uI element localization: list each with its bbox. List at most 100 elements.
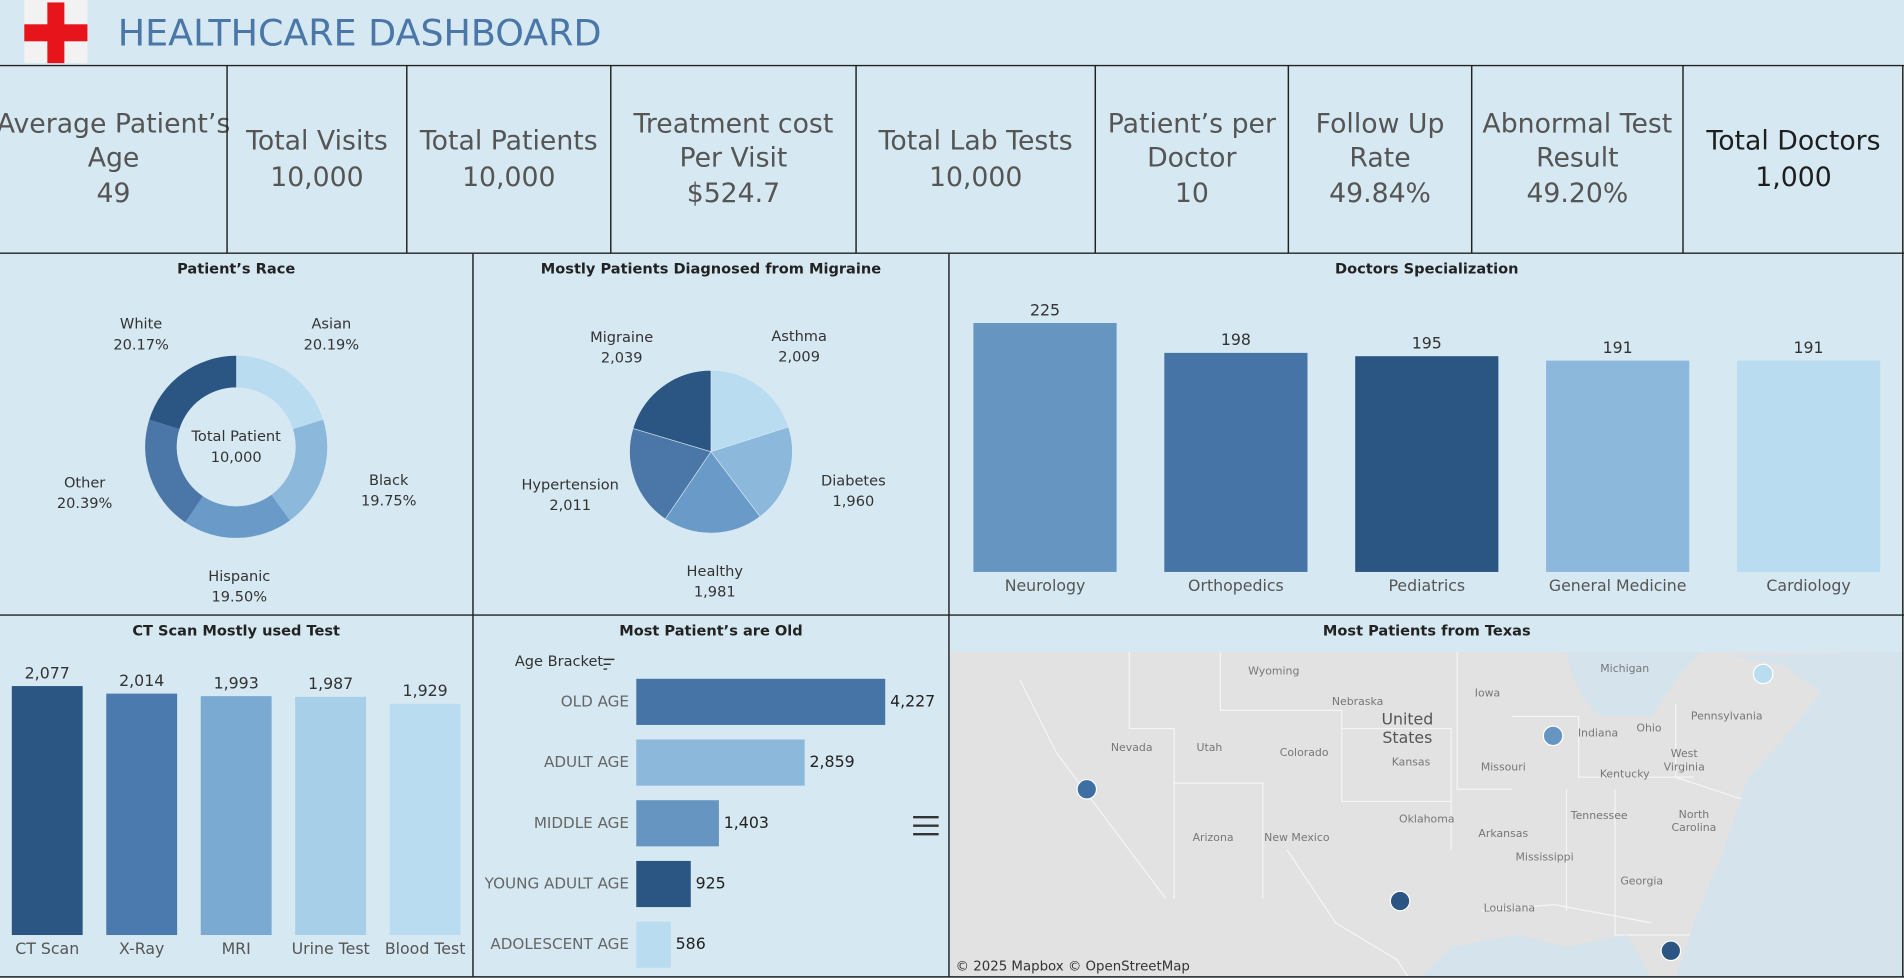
bar bbox=[389, 703, 461, 936]
kpi-value: 1,000 bbox=[1755, 162, 1831, 193]
slice-category: Asthma bbox=[771, 328, 827, 345]
map-attribution: © 2025 Mapbox © OpenStreetMap bbox=[956, 960, 1190, 975]
map-place-label: North bbox=[1679, 808, 1710, 821]
bar-value-label: 195 bbox=[1412, 334, 1442, 353]
bar bbox=[636, 800, 719, 847]
bar-value-label: 1,929 bbox=[403, 681, 448, 700]
kpi-label: Total Doctors bbox=[1705, 126, 1880, 157]
pie-slice bbox=[629, 428, 712, 520]
map-marker bbox=[1389, 890, 1411, 912]
donut-segment bbox=[236, 355, 324, 430]
y-tick-label: MIDDLE AGE bbox=[534, 814, 629, 832]
map-place-label: Nevada bbox=[1111, 741, 1153, 754]
bar bbox=[636, 739, 805, 786]
slice-category: Healthy bbox=[687, 563, 744, 580]
map-place-label: Tennessee bbox=[1570, 809, 1628, 822]
bar bbox=[1355, 356, 1499, 572]
map-marker bbox=[1660, 940, 1682, 962]
bar-value-label: 191 bbox=[1794, 338, 1824, 357]
y-tick-label: OLD AGE bbox=[561, 692, 629, 710]
slice-value: 20.19% bbox=[304, 336, 360, 353]
slice-value: 2,039 bbox=[601, 349, 643, 366]
kpi-label: Average Patient’s bbox=[0, 109, 230, 140]
map-place-label: Georgia bbox=[1620, 875, 1663, 888]
kpi-value: 10,000 bbox=[270, 162, 363, 193]
slice-value: 19.75% bbox=[361, 492, 417, 509]
map-place-label: Utah bbox=[1196, 741, 1222, 754]
bar bbox=[1546, 360, 1690, 572]
y-axis-title: Age Bracket bbox=[515, 653, 604, 670]
bar bbox=[636, 860, 691, 908]
chart-title: Patient’s Race bbox=[177, 261, 295, 278]
dashboard-title: HEALTHCARE DASHBOARD bbox=[118, 12, 602, 55]
chart-title: Doctors Specialization bbox=[1335, 261, 1518, 278]
kpi-label: Total Lab Tests bbox=[878, 126, 1073, 157]
map-place-label: Michigan bbox=[1600, 662, 1649, 675]
bar-value-label: 198 bbox=[1221, 330, 1251, 349]
x-tick-label: Blood Test bbox=[385, 939, 466, 958]
pie-slice bbox=[632, 370, 712, 453]
x-tick-label: Orthopedics bbox=[1188, 576, 1284, 595]
bar bbox=[1164, 352, 1308, 572]
map-marker bbox=[1076, 778, 1098, 800]
bar-value-label: 2,077 bbox=[25, 663, 70, 682]
map-place-label: Arkansas bbox=[1478, 827, 1528, 840]
map-place-label: Nebraska bbox=[1332, 695, 1383, 708]
kpi-label: Follow Up bbox=[1316, 109, 1445, 140]
slice-category: Black bbox=[369, 472, 409, 489]
map-place-label: Iowa bbox=[1475, 686, 1501, 699]
map-place-label: Carolina bbox=[1671, 821, 1716, 834]
x-tick-label: Pediatrics bbox=[1388, 576, 1465, 595]
kpi-value: 49.20% bbox=[1526, 178, 1628, 209]
slice-category: Hypertension bbox=[521, 477, 618, 494]
bar-value-label: 586 bbox=[676, 934, 706, 953]
kpi-label: Total Patients bbox=[419, 126, 598, 157]
donut-segment bbox=[145, 419, 203, 523]
bar bbox=[636, 678, 886, 725]
kpi-label: Patient’s per bbox=[1108, 109, 1276, 140]
chart-title: Most Patients from Texas bbox=[1323, 622, 1531, 639]
x-tick-label: Cardiology bbox=[1766, 576, 1850, 595]
bar-value-label: 4,227 bbox=[890, 691, 935, 710]
pie-slice bbox=[664, 451, 761, 534]
bar bbox=[295, 696, 367, 936]
kpi-label: Treatment cost bbox=[633, 109, 834, 140]
bar-value-label: 191 bbox=[1603, 338, 1633, 357]
slice-value: 1,981 bbox=[694, 584, 736, 601]
map-place-label: United bbox=[1381, 710, 1433, 729]
map-place-label: Colorado bbox=[1280, 746, 1329, 759]
bar-value-label: 2,859 bbox=[810, 752, 855, 771]
x-tick-label: CT Scan bbox=[15, 939, 79, 958]
kpi-label: Total Visits bbox=[245, 126, 388, 157]
map-place-label: West bbox=[1671, 747, 1699, 760]
kpi-value: $524.7 bbox=[687, 178, 780, 209]
bar bbox=[973, 323, 1117, 572]
map-place-label: Pennsylvania bbox=[1691, 709, 1763, 722]
chart-title: Most Patient’s are Old bbox=[619, 622, 802, 639]
bar bbox=[636, 921, 671, 968]
kpi-label: Result bbox=[1536, 143, 1619, 174]
slice-category: Asian bbox=[311, 316, 351, 333]
menu-icon[interactable] bbox=[913, 816, 939, 836]
bar-value-label: 1,993 bbox=[214, 674, 259, 693]
panel-borders bbox=[0, 64, 1904, 978]
map-place-label: Oklahoma bbox=[1399, 813, 1455, 826]
donut-segment bbox=[271, 419, 328, 521]
map-place-label: Arizona bbox=[1193, 831, 1234, 844]
kpi-value: 49.84% bbox=[1329, 178, 1431, 209]
map-place-label: Mississippi bbox=[1516, 850, 1574, 863]
y-tick-label: YOUNG ADULT AGE bbox=[484, 875, 629, 893]
bar-value-label: 225 bbox=[1030, 300, 1060, 319]
kpi-label: Per Visit bbox=[679, 143, 787, 174]
slice-category: Diabetes bbox=[821, 472, 886, 489]
slice-category: Migraine bbox=[590, 329, 653, 346]
x-tick-label: Urine Test bbox=[292, 939, 370, 958]
bar bbox=[106, 693, 178, 936]
map-place-label: States bbox=[1382, 728, 1432, 747]
map-place-label: Missouri bbox=[1481, 760, 1526, 773]
kpi-value: 10,000 bbox=[462, 162, 555, 193]
chart-title: Mostly Patients Diagnosed from Migraine bbox=[541, 261, 881, 278]
slice-category: White bbox=[120, 316, 162, 333]
